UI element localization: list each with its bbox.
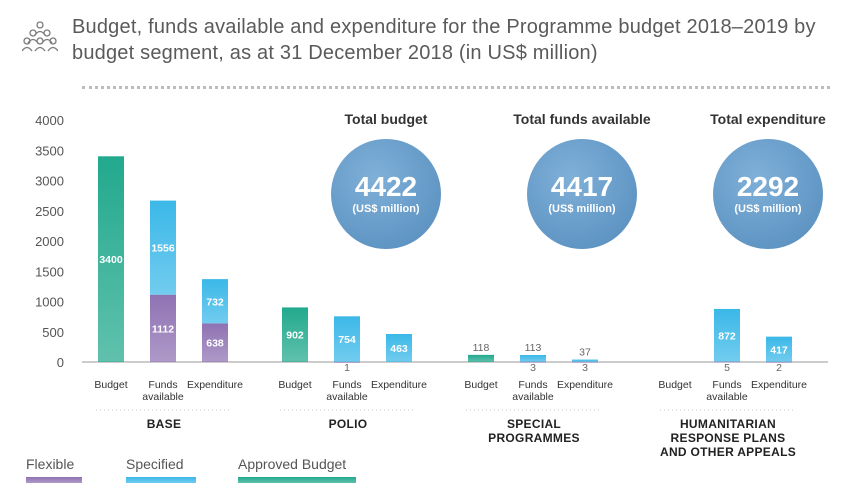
y-tick-label: 2000 [35,234,64,249]
bar-flexible [766,361,792,363]
bar-flexible [334,361,360,363]
total-unit: (US$ million) [352,203,420,215]
bars: 3400 1112 1556 638 732 902 1 754 463 118 3 113 3 37 5 8… [98,156,792,374]
y-tick-label: 3000 [35,174,64,189]
title-divider [82,86,830,89]
data-label: 732 [206,296,224,308]
category-label: Budget [94,379,127,391]
data-label: 872 [718,330,736,342]
bar-specified [714,308,740,362]
title-block: Budget, funds available and expenditure … [22,12,842,72]
legend-label: Approved Budget [238,456,346,472]
category-label: Expenditure [371,379,427,391]
category-label: Budget [464,379,497,391]
total-circle [527,139,637,249]
category-label: Expenditure [751,379,807,391]
bar-flexible [202,323,228,362]
data-label: 463 [390,343,408,355]
data-label: 902 [286,330,304,342]
data-label: 3 [582,362,588,374]
legend-swatch [238,477,356,483]
bar-approved-budget [282,307,308,362]
bar-approved-budget [98,156,124,362]
bar-specified [150,200,176,295]
category-label: available [512,391,554,403]
segment-label: POLIO [329,417,368,431]
data-label: 754 [338,334,356,346]
people-group-icon [22,21,58,52]
total-heading: Total budget [345,111,428,127]
segment-label: RESPONSE PLANS [671,431,786,445]
data-label: 417 [770,344,788,356]
data-label: 37 [579,347,591,359]
data-label: 3400 [99,254,123,266]
legend: Flexible Specified Approved Budget [26,456,356,483]
y-tick-label: 1000 [35,295,64,310]
category-label: Funds [148,379,177,391]
legend-swatch [126,477,196,483]
data-label: 1112 [152,323,174,335]
segment-label: AND OTHER APPEALS [660,445,796,459]
y-tick-label: 1500 [35,264,64,279]
data-label: 118 [473,342,490,354]
bar-flexible [520,361,546,363]
data-label: 1556 [151,243,175,255]
legend-label: Flexible [26,456,74,472]
total-value: 2292 [737,171,799,202]
total-heading: Total expenditure [710,111,826,127]
bar-specified [520,354,546,362]
data-label: 3 [530,362,536,374]
category-label: Funds [332,379,361,391]
bar-specified [572,359,598,362]
total-unit: (US$ million) [548,203,616,215]
category-label: Funds [712,379,741,391]
segment-label: BASE [147,417,182,431]
bar-specified [334,316,360,362]
total-value: 4417 [551,171,613,202]
y-axis: 0 500 1000 1500 2000 2500 3000 3500 4000 [35,113,828,370]
legend-swatch [26,477,82,483]
category-label: available [142,391,184,403]
y-tick-label: 2500 [35,204,64,219]
category-label: Expenditure [557,379,613,391]
category-label: available [706,391,748,403]
y-tick-label: 3500 [35,143,64,158]
data-label: 1 [344,362,350,374]
y-tick-label: 0 [57,355,64,370]
total-unit: (US$ million) [734,203,802,215]
bar-specified [386,333,412,362]
total-value: 4422 [355,171,417,202]
legend-label: Specified [126,456,184,472]
segment-label: HUMANITARIAN [680,417,776,431]
segment-label: SPECIAL [507,417,561,431]
bar-flexible [150,294,176,362]
category-label: Budget [658,379,691,391]
category-label: Funds [518,379,547,391]
data-label: 113 [525,342,542,354]
bar-approved-budget [468,354,494,362]
y-tick-label: 4000 [35,113,64,128]
data-label: 638 [206,338,224,350]
bar-flexible [714,361,740,363]
y-tick-label: 500 [42,325,64,340]
total-circle [331,139,441,249]
segment-label: PROGRAMMES [488,431,580,445]
total-heading: Total funds available [513,111,651,127]
bar-specified [766,336,792,362]
data-label: 2 [776,362,782,374]
category-label: available [326,391,368,403]
page-title: Budget, funds available and expenditure … [72,16,816,64]
bar-flexible [572,361,598,363]
category-label: Budget [278,379,311,391]
bar-specified [202,279,228,324]
data-label: 5 [724,362,730,374]
category-label: Expenditure [187,379,243,391]
total-circle [713,139,823,249]
